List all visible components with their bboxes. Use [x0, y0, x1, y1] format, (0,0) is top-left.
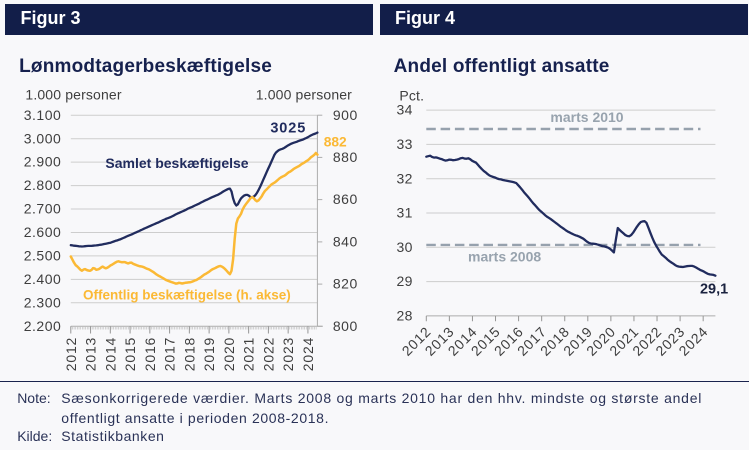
svg-text:3.100: 3.100 [24, 107, 62, 123]
svg-text:marts 2010: marts 2010 [550, 109, 623, 125]
svg-text:2021: 2021 [241, 337, 257, 371]
svg-text:2.500: 2.500 [24, 248, 62, 264]
svg-text:882: 882 [324, 135, 347, 150]
svg-text:2.200: 2.200 [24, 318, 62, 334]
svg-text:2.400: 2.400 [24, 271, 62, 287]
svg-text:28: 28 [397, 308, 413, 324]
svg-text:2016: 2016 [142, 337, 158, 371]
svg-text:2020: 2020 [221, 337, 237, 371]
svg-text:880: 880 [333, 149, 358, 165]
svg-text:29,1: 29,1 [700, 281, 728, 297]
svg-text:30: 30 [397, 239, 413, 255]
svg-text:2022: 2022 [260, 337, 276, 371]
svg-text:2.900: 2.900 [24, 154, 62, 170]
svg-text:1.000 personer: 1.000 personer [25, 87, 121, 103]
svg-text:Samlet beskæftigelse: Samlet beskæftigelse [105, 155, 248, 171]
svg-text:33: 33 [397, 136, 413, 152]
svg-text:34: 34 [397, 102, 413, 118]
svg-text:800: 800 [333, 318, 358, 334]
svg-text:820: 820 [333, 276, 358, 292]
svg-text:2013: 2013 [83, 337, 99, 371]
svg-text:2.300: 2.300 [24, 294, 62, 310]
svg-text:2014: 2014 [102, 337, 118, 371]
svg-text:Offentlig beskæftigelse (h. ak: Offentlig beskæftigelse (h. akse) [83, 288, 291, 303]
svg-text:2024: 2024 [300, 337, 316, 371]
svg-text:3025: 3025 [270, 121, 306, 137]
svg-text:2015: 2015 [122, 337, 138, 371]
svg-text:860: 860 [333, 191, 358, 207]
svg-text:900: 900 [333, 107, 358, 123]
svg-text:3.000: 3.000 [24, 130, 62, 146]
svg-text:2018: 2018 [181, 337, 197, 371]
svg-text:2.800: 2.800 [24, 177, 62, 193]
svg-text:2017: 2017 [162, 337, 178, 371]
svg-text:2012: 2012 [63, 337, 79, 371]
svg-text:31: 31 [397, 205, 413, 221]
svg-text:2.700: 2.700 [24, 201, 62, 217]
svg-text:2019: 2019 [201, 337, 217, 371]
svg-text:2023: 2023 [280, 337, 296, 371]
svg-text:1.000 personer: 1.000 personer [256, 87, 352, 103]
svg-text:840: 840 [333, 234, 358, 250]
svg-text:29: 29 [397, 273, 413, 289]
svg-text:32: 32 [397, 170, 413, 186]
svg-text:2.600: 2.600 [24, 224, 62, 240]
svg-text:Pct.: Pct. [399, 87, 424, 103]
svg-text:marts 2008: marts 2008 [468, 249, 541, 265]
